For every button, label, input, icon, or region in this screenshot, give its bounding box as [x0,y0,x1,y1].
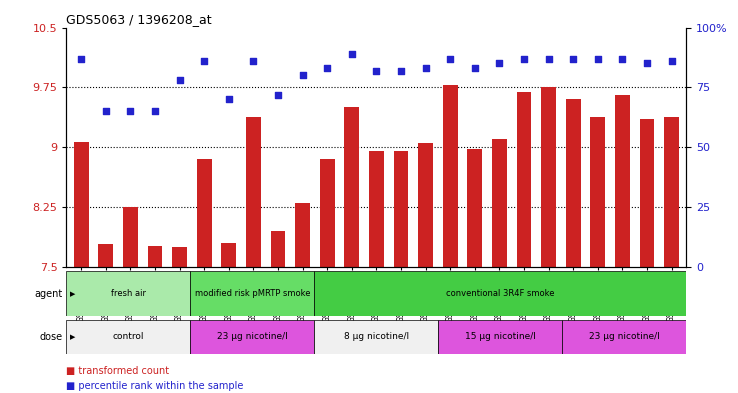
Bar [345,107,359,267]
Text: fresh air: fresh air [111,289,146,298]
Bar [320,160,334,267]
Text: 15 μg nicotine/l: 15 μg nicotine/l [465,332,536,342]
Point [494,60,506,66]
Point [420,65,432,72]
Bar [418,143,433,267]
Text: 23 μg nicotine/l: 23 μg nicotine/l [217,332,288,342]
Point [75,55,87,62]
Text: ■ transformed count: ■ transformed count [66,366,170,376]
Text: 8 μg nicotine/l: 8 μg nicotine/l [344,332,409,342]
Point [125,108,137,114]
Point [149,108,161,114]
Point [199,58,210,64]
Point [223,96,235,103]
Bar [369,151,384,267]
Bar [393,151,408,267]
Bar [123,206,138,267]
Point [518,55,530,62]
Bar [640,119,655,267]
Point [247,58,259,64]
Bar [492,140,507,267]
Bar [541,88,556,267]
Point [370,68,382,74]
Bar [314,320,438,354]
Bar [148,246,162,267]
Bar [246,117,261,267]
Point [444,55,456,62]
Point [346,51,358,57]
Text: dose: dose [40,332,63,342]
Bar [590,117,605,267]
Bar [295,203,310,267]
Text: ■ percentile rank within the sample: ■ percentile rank within the sample [66,381,244,391]
Text: control: control [113,332,144,342]
Bar [566,99,581,267]
Point [641,60,653,66]
Point [592,55,604,62]
Bar [467,149,482,267]
Bar [438,320,562,354]
Point [469,65,480,72]
Point [542,55,554,62]
Bar [74,142,89,267]
Bar [197,160,212,267]
Point [321,65,333,72]
Point [100,108,111,114]
Text: agent: agent [35,289,63,299]
Bar [443,85,458,267]
Bar [66,271,190,316]
Text: conventional 3R4F smoke: conventional 3R4F smoke [446,289,555,298]
Bar [271,231,286,267]
Bar [221,243,236,267]
Text: modified risk pMRTP smoke: modified risk pMRTP smoke [195,289,310,298]
Bar [664,117,679,267]
Bar [562,320,686,354]
Text: 23 μg nicotine/l: 23 μg nicotine/l [589,332,660,342]
Bar [190,271,314,316]
Bar [172,247,187,267]
Text: ▶: ▶ [70,291,75,297]
Point [173,77,185,83]
Bar [517,92,531,267]
Point [568,55,579,62]
Bar [190,320,314,354]
Point [272,92,284,98]
Text: ▶: ▶ [70,334,75,340]
Point [297,72,308,79]
Bar [314,271,686,316]
Point [666,58,677,64]
Bar [98,244,113,267]
Text: GDS5063 / 1396208_at: GDS5063 / 1396208_at [66,13,212,26]
Bar [615,95,630,267]
Point [616,55,628,62]
Point [395,68,407,74]
Bar [66,320,190,354]
